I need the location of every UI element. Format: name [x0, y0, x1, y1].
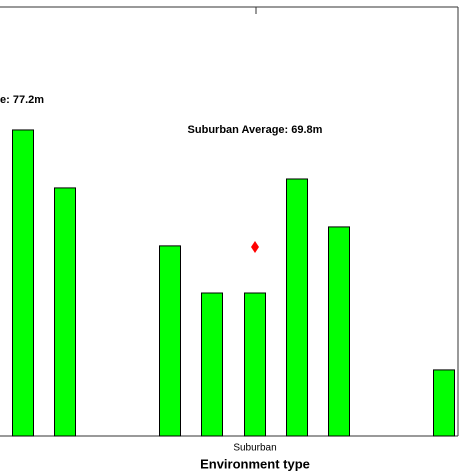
x-axis-label: Environment type — [200, 456, 310, 471]
bar — [433, 369, 455, 437]
bar — [244, 292, 266, 437]
x-tick-label: Suburban — [233, 443, 276, 454]
bar — [54, 187, 76, 437]
average-marker — [251, 240, 259, 253]
annotation: Suburban Average: 69.8m — [188, 124, 323, 136]
bar — [286, 178, 308, 437]
annotation: e: 77.2m — [0, 94, 44, 106]
bar — [328, 226, 350, 437]
bar — [159, 245, 181, 437]
bar — [201, 292, 223, 437]
bar — [12, 129, 34, 437]
